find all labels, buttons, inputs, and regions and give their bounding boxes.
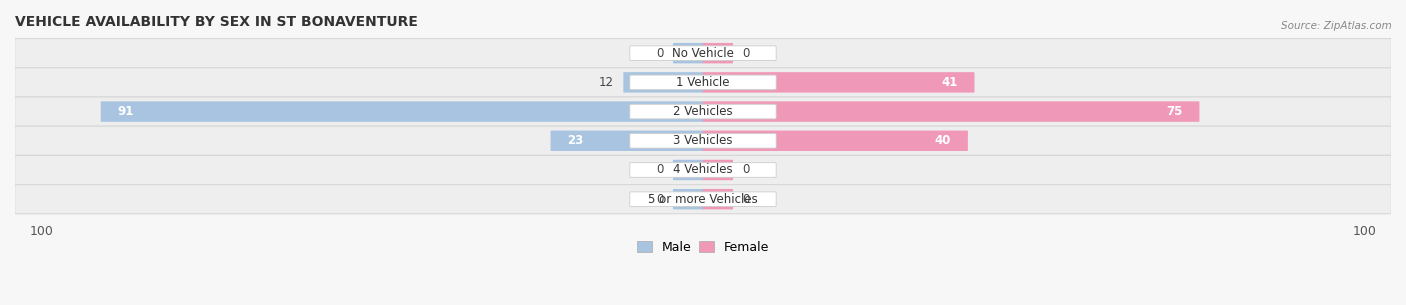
FancyBboxPatch shape	[14, 38, 1392, 68]
FancyBboxPatch shape	[630, 192, 776, 206]
Text: 0: 0	[657, 47, 664, 60]
Text: 0: 0	[742, 47, 749, 60]
Legend: Male, Female: Male, Female	[631, 236, 775, 259]
Text: 3 Vehicles: 3 Vehicles	[673, 134, 733, 147]
Text: VEHICLE AVAILABILITY BY SEX IN ST BONAVENTURE: VEHICLE AVAILABILITY BY SEX IN ST BONAVE…	[15, 15, 418, 29]
Text: 75: 75	[1166, 105, 1182, 118]
FancyBboxPatch shape	[623, 72, 703, 93]
FancyBboxPatch shape	[630, 163, 776, 177]
FancyBboxPatch shape	[14, 126, 1392, 155]
FancyBboxPatch shape	[14, 68, 1392, 97]
FancyBboxPatch shape	[703, 43, 733, 63]
FancyBboxPatch shape	[673, 43, 703, 63]
FancyBboxPatch shape	[703, 131, 967, 151]
FancyBboxPatch shape	[630, 75, 776, 90]
FancyBboxPatch shape	[630, 134, 776, 148]
FancyBboxPatch shape	[703, 160, 733, 180]
Text: 41: 41	[942, 76, 957, 89]
FancyBboxPatch shape	[673, 160, 703, 180]
FancyBboxPatch shape	[14, 97, 1392, 126]
FancyBboxPatch shape	[673, 189, 703, 210]
FancyBboxPatch shape	[551, 131, 703, 151]
Text: 5 or more Vehicles: 5 or more Vehicles	[648, 193, 758, 206]
Text: Source: ZipAtlas.com: Source: ZipAtlas.com	[1281, 21, 1392, 31]
FancyBboxPatch shape	[630, 104, 776, 119]
Text: No Vehicle: No Vehicle	[672, 47, 734, 60]
Text: 0: 0	[657, 163, 664, 177]
Text: 12: 12	[599, 76, 613, 89]
Text: 23: 23	[568, 134, 583, 147]
FancyBboxPatch shape	[630, 46, 776, 60]
Text: 1 Vehicle: 1 Vehicle	[676, 76, 730, 89]
Text: 91: 91	[118, 105, 134, 118]
Text: 0: 0	[742, 193, 749, 206]
FancyBboxPatch shape	[703, 72, 974, 93]
FancyBboxPatch shape	[703, 101, 1199, 122]
Text: 40: 40	[935, 134, 950, 147]
Text: 4 Vehicles: 4 Vehicles	[673, 163, 733, 177]
FancyBboxPatch shape	[101, 101, 703, 122]
Text: 0: 0	[742, 163, 749, 177]
FancyBboxPatch shape	[703, 189, 733, 210]
Text: 0: 0	[657, 193, 664, 206]
FancyBboxPatch shape	[14, 155, 1392, 185]
Text: 2 Vehicles: 2 Vehicles	[673, 105, 733, 118]
FancyBboxPatch shape	[14, 185, 1392, 214]
